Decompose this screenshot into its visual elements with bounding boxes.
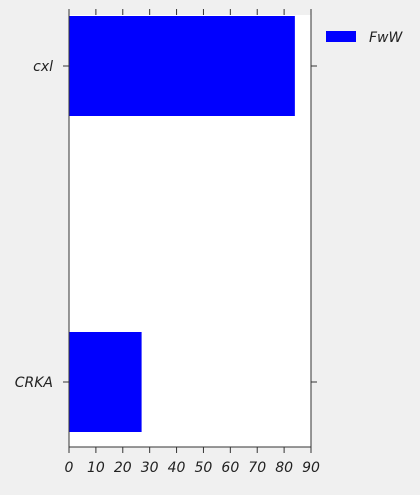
x-tick-label: 30 [141, 460, 159, 476]
x-tick-label: 60 [221, 460, 239, 476]
x-tick-label: 10 [87, 460, 105, 476]
bar-crka [69, 332, 142, 432]
legend-label: FwW [369, 30, 404, 46]
x-tick-label: 0 [65, 460, 74, 476]
x-tick-label: 20 [114, 460, 132, 476]
legend-swatch [326, 31, 356, 42]
x-tick-label: 80 [275, 460, 293, 476]
y-tick-label: cxl [33, 59, 53, 75]
x-tick-label: 50 [195, 460, 213, 476]
y-tick-label: CRKA [15, 375, 53, 391]
x-tick-label: 40 [168, 460, 186, 476]
x-tick-label: 70 [248, 460, 266, 476]
x-tick-label: 90 [302, 460, 320, 476]
bar-cxl [69, 16, 295, 116]
